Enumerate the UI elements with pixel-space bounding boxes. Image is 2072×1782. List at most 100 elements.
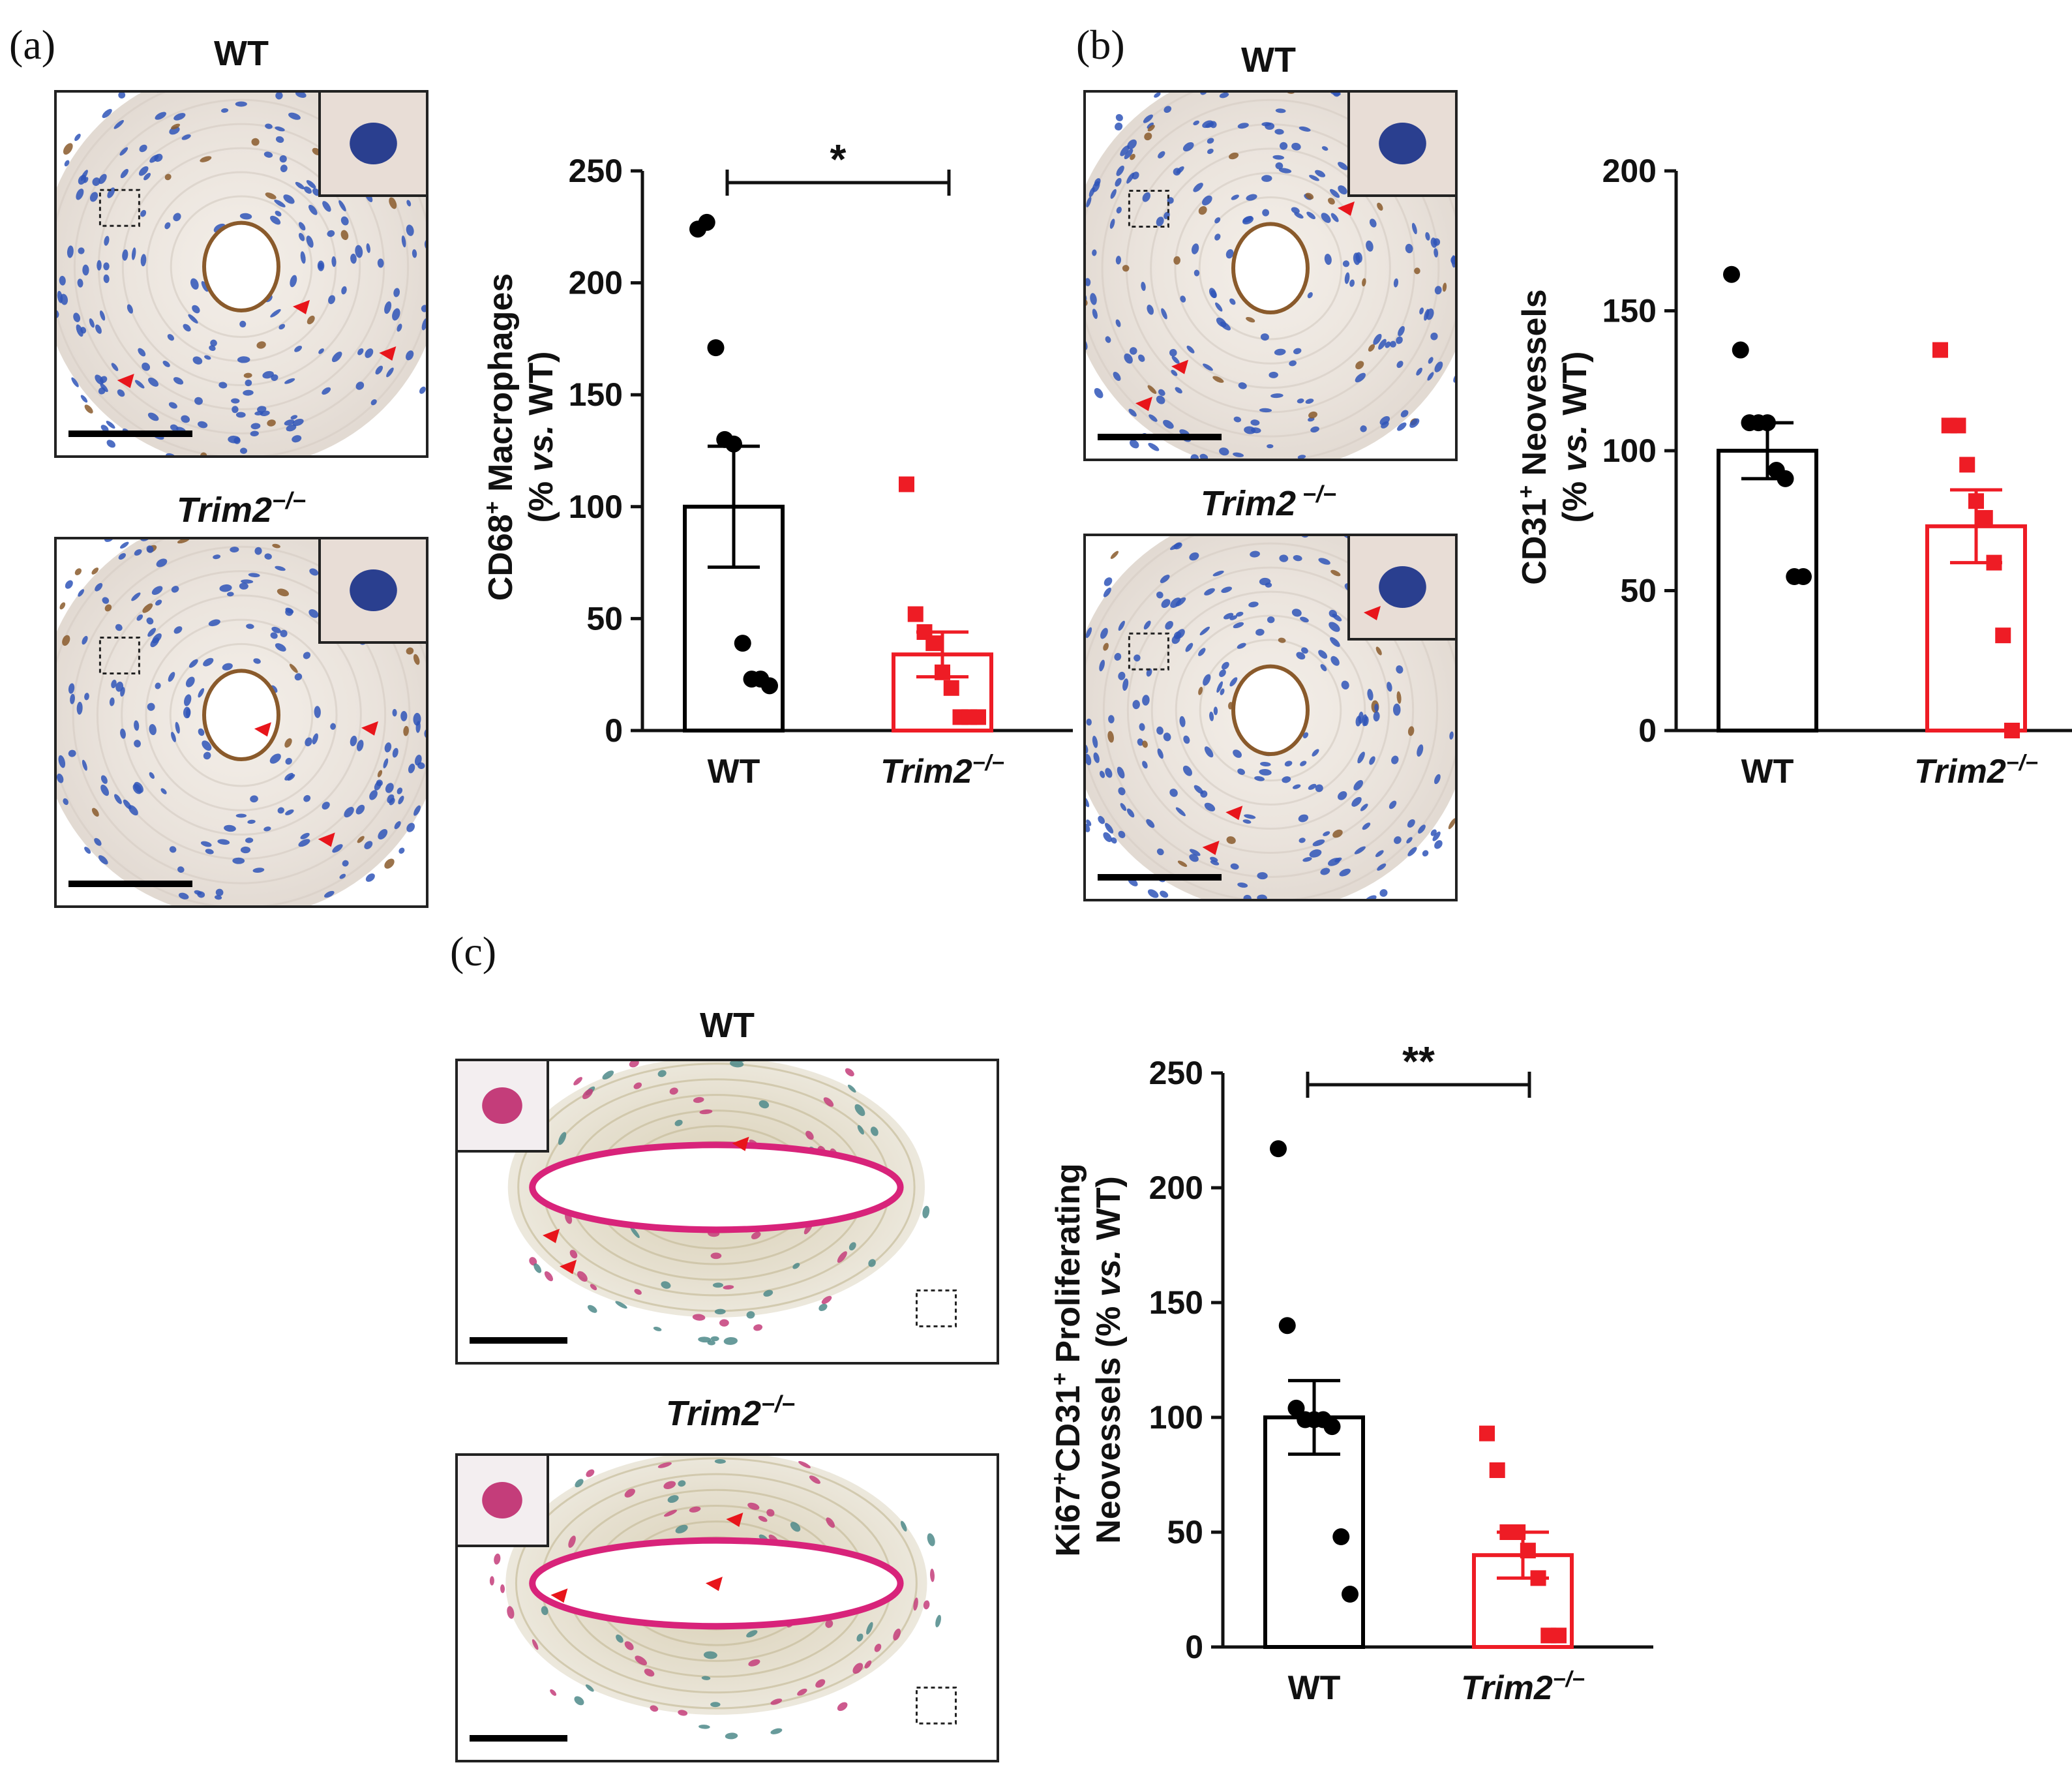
- cell-nucleus: [746, 1630, 758, 1638]
- cell-nucleus: [692, 1314, 706, 1321]
- y-axis-label-part: (%: [522, 472, 560, 522]
- cell-nucleus: [341, 286, 347, 295]
- cell-nucleus: [1160, 890, 1169, 898]
- cell-nucleus: [1315, 784, 1323, 793]
- cell-nucleus: [74, 134, 81, 142]
- arrowhead-marker: [1363, 605, 1381, 620]
- cell-nucleus: [1094, 387, 1104, 399]
- cell-nucleus: [1207, 148, 1214, 155]
- y-tick-label: 0: [605, 712, 623, 749]
- cell-nucleus: [1163, 419, 1174, 429]
- cell-nucleus: [340, 230, 349, 241]
- cell-nucleus: [95, 324, 102, 334]
- cell-nucleus: [569, 1250, 578, 1259]
- cell-nucleus: [184, 694, 192, 706]
- cell-nucleus: [1198, 686, 1203, 695]
- arrowhead-marker: [293, 299, 310, 314]
- cell-nucleus: [1212, 376, 1224, 383]
- cell-nucleus: [821, 1295, 832, 1305]
- cell-nucleus: [1085, 796, 1090, 808]
- cell-nucleus: [84, 404, 93, 414]
- y-axis-label-part: vs.: [1556, 425, 1594, 472]
- cell-nucleus: [152, 633, 162, 644]
- cell-nucleus: [1139, 723, 1145, 731]
- cell-nucleus: [115, 624, 123, 631]
- cell-nucleus: [247, 819, 256, 824]
- cell-nucleus: [1127, 139, 1137, 150]
- cell-nucleus: [232, 406, 239, 414]
- cell-nucleus: [1177, 860, 1188, 868]
- cell-nucleus: [1180, 465, 1190, 475]
- cell-nucleus: [837, 1251, 847, 1263]
- cell-nucleus: [364, 841, 373, 849]
- cell-nucleus: [330, 723, 336, 730]
- cell-nucleus: [83, 177, 89, 183]
- cell-nucleus: [246, 624, 254, 629]
- cell-nucleus: [245, 838, 254, 843]
- cell-nucleus: [1134, 654, 1141, 662]
- cell-nucleus: [728, 1433, 742, 1442]
- cell-nucleus: [192, 78, 203, 85]
- x-category-label: WT: [1288, 1669, 1341, 1707]
- cell-nucleus: [689, 1506, 701, 1513]
- cell-nucleus: [143, 173, 151, 181]
- cell-nucleus: [233, 927, 241, 934]
- y-axis-label-part: CD31: [1516, 498, 1554, 585]
- cell-nucleus: [27, 670, 36, 684]
- cell-nucleus: [1138, 354, 1145, 362]
- scale-bar: [470, 1735, 567, 1742]
- cell-nucleus: [1320, 664, 1327, 672]
- cell-nucleus: [1475, 220, 1484, 233]
- cell-nucleus: [91, 808, 99, 817]
- cell-nucleus: [748, 1659, 760, 1667]
- y-axis-label-part: Neovessels (%: [1090, 1297, 1128, 1544]
- cell-nucleus: [1274, 128, 1284, 135]
- cell-nucleus: [389, 197, 397, 209]
- cell-nucleus: [394, 821, 401, 830]
- cell-nucleus: [76, 189, 84, 200]
- cell-nucleus: [1411, 222, 1417, 235]
- cell-nucleus: [250, 423, 261, 430]
- cell-nucleus: [210, 339, 217, 347]
- cell-nucleus: [448, 202, 456, 211]
- cell-nucleus: [33, 221, 42, 232]
- cell-nucleus: [306, 235, 314, 248]
- cell-nucleus: [241, 579, 254, 584]
- cell-nucleus: [1142, 761, 1148, 769]
- cell-nucleus: [770, 1699, 783, 1705]
- cell-nucleus: [1141, 282, 1146, 292]
- cell-nucleus: [100, 784, 110, 796]
- cell-nucleus: [1146, 668, 1152, 677]
- data-point: [761, 677, 778, 695]
- cell-nucleus: [1302, 732, 1309, 738]
- cell-nucleus: [253, 658, 261, 664]
- cell-nucleus: [1100, 770, 1105, 778]
- cell-nucleus: [232, 857, 245, 864]
- cell-nucleus: [1364, 78, 1375, 87]
- cell-nucleus: [1154, 92, 1161, 98]
- cell-nucleus: [284, 772, 293, 781]
- y-tick-label: 100: [1602, 432, 1657, 469]
- cell-nucleus: [763, 1290, 773, 1297]
- cell-nucleus: [430, 599, 440, 610]
- cell-nucleus: [277, 588, 289, 597]
- cell-nucleus: [167, 334, 174, 341]
- region-box: [1128, 632, 1169, 671]
- cell-nucleus: [868, 1259, 876, 1267]
- cell-nucleus: [1475, 736, 1482, 746]
- cell-nucleus: [1369, 756, 1375, 765]
- scale-bar: [68, 430, 192, 437]
- cell-nucleus: [138, 166, 149, 176]
- cell-nucleus: [1339, 868, 1351, 877]
- cell-nucleus: [65, 580, 73, 589]
- scale-bar: [1098, 434, 1222, 440]
- cell-nucleus: [703, 1651, 717, 1659]
- x-category-superscript: −/−: [1553, 1667, 1585, 1692]
- cell-nucleus: [1066, 714, 1074, 724]
- data-point: [970, 709, 986, 725]
- cell-nucleus: [365, 348, 374, 358]
- cell-nucleus: [131, 247, 136, 260]
- cell-nucleus: [228, 435, 241, 444]
- cell-nucleus: [415, 721, 421, 733]
- cell-nucleus: [710, 1702, 721, 1708]
